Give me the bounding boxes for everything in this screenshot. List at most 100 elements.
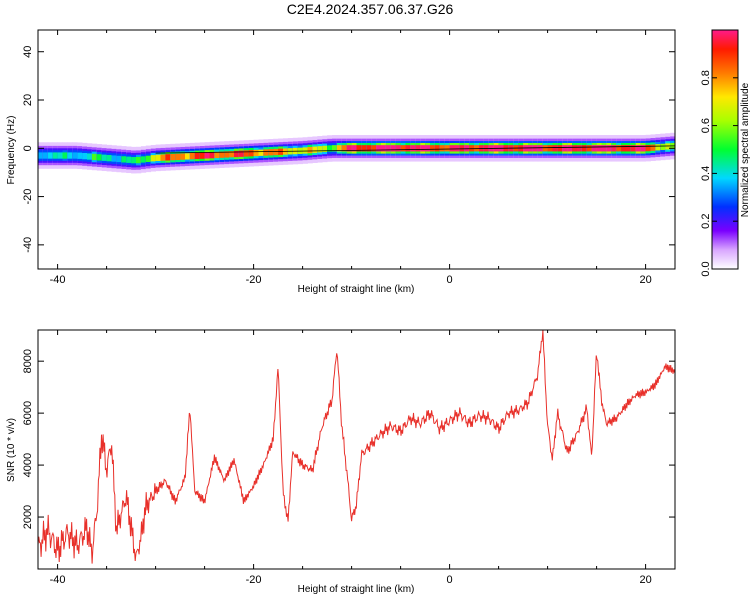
heatmap-cell [121, 156, 127, 163]
heatmap-cell [635, 145, 642, 152]
heatmap-cell [238, 150, 245, 157]
snr-x-axis-label: Height of straight line (km) [298, 584, 415, 595]
heatmap-cell [77, 152, 83, 159]
snr-y-tick-label: 2000 [22, 505, 34, 529]
heatmap-cell [449, 145, 455, 152]
heatmap-cell [591, 145, 597, 152]
heatmap-cell [307, 146, 313, 154]
heatmap-cell [630, 145, 637, 152]
heatmap-cell [72, 152, 78, 159]
heatmap-cell [376, 145, 382, 152]
heatmap-cell [469, 145, 475, 152]
heatmap-cell [312, 146, 318, 153]
snr-frame [37, 329, 676, 570]
heatmap-cell [91, 153, 98, 161]
heatmap-cell [562, 145, 568, 152]
snr-y-tick-label: 6000 [22, 401, 34, 425]
heatmap-cell [464, 145, 470, 152]
heatmap-cell [67, 152, 73, 159]
heatmap-cell [650, 144, 656, 151]
spectrogram-x-tick-label: 20 [639, 274, 651, 286]
heatmap-cell [410, 145, 416, 152]
spectrogram-x-tick-label: -40 [50, 274, 66, 286]
heatmap-cell [381, 145, 387, 152]
snr-panel: -40 -20 0 20 2000 4000 6000 8000 Height of stra… [6, 329, 676, 595]
heatmap-cell [155, 154, 161, 161]
heatmap-cell [405, 145, 411, 152]
heatmap-cell [96, 154, 103, 161]
heatmap-cell [199, 152, 205, 159]
heatmap-cell [596, 145, 602, 152]
heatmap-cell [341, 145, 348, 152]
heatmap-cell [606, 145, 612, 152]
spectrogram-x-tick-label: -20 [246, 274, 262, 286]
heatmap-cell [47, 152, 54, 159]
heatmap-cell [454, 145, 460, 152]
snr-y-axis-label: SNR (10 * v/v) [6, 418, 17, 482]
heatmap-cell [209, 152, 215, 159]
heatmap-cell [87, 153, 93, 160]
heatmap-cell [322, 145, 328, 153]
heatmap-cell [111, 155, 117, 162]
spectrogram-heatmap [38, 132, 676, 174]
spectrogram-panel: -40 -20 0 20 -40 -20 0 20 40 Height of straight … [6, 29, 676, 295]
heatmap-cell [420, 145, 426, 152]
colorbar-tick-label: 0.6 [700, 118, 712, 133]
heatmap-cell [302, 147, 308, 154]
heatmap-cell [170, 153, 176, 161]
heatmap-cell [434, 145, 441, 152]
heatmap-cell [547, 145, 553, 152]
heatmap-cell [567, 145, 573, 152]
snr-x-tick-label: 0 [447, 574, 453, 586]
snr-series-line [37, 329, 676, 564]
heatmap-cell [194, 152, 201, 160]
heatmap-cell [52, 152, 58, 159]
colorbar-ticks: 0.0 0.2 0.4 0.6 0.8 [700, 70, 738, 277]
snr-x-tick-label: -40 [50, 574, 66, 586]
heatmap-cell [317, 146, 323, 153]
heatmap-cell [185, 153, 191, 160]
heatmap-cell [145, 155, 152, 162]
spectrogram-y-tick-label: 0 [22, 145, 34, 151]
heatmap-cell [611, 145, 617, 152]
heatmap-cell [425, 145, 431, 152]
heatmap-cell [400, 145, 406, 152]
heatmap-cell [366, 145, 372, 152]
heatmap-cell [189, 153, 196, 160]
heatmap-cell [385, 145, 392, 152]
spectrogram-ridge-line [155, 145, 676, 154]
heatmap-cell [180, 153, 186, 160]
heatmap-cell [356, 145, 362, 152]
heatmap-cell [258, 149, 264, 156]
heatmap-cell [336, 145, 343, 152]
heatmap-cell [645, 144, 651, 152]
colorbar-label: Normalized spectral amplitude [740, 82, 750, 217]
heatmap-cell [655, 144, 661, 151]
snr-y-tick-label: 4000 [22, 453, 34, 477]
heatmap-cell [390, 145, 397, 152]
heatmap-cell [82, 153, 88, 160]
colorbar-scale [711, 29, 739, 270]
snr-x-tick-label: -20 [246, 574, 262, 586]
colorbar-tick-label: 0.4 [700, 166, 712, 181]
snr-y-tick-label: 8000 [22, 349, 34, 373]
heatmap-cell [57, 152, 63, 159]
snr-x-tick-label: 20 [639, 574, 651, 586]
heatmap-cell [101, 154, 107, 161]
spectrogram-y-tick-label: -40 [22, 237, 34, 253]
colorbar: 0.0 0.2 0.4 0.6 0.8 Normalized spectral ampl… [700, 29, 750, 277]
heatmap-cell [346, 145, 352, 152]
heatmap-cell [150, 155, 156, 162]
heatmap-cell [601, 145, 607, 152]
heatmap-cell [439, 145, 446, 152]
heatmap-cell [248, 150, 254, 157]
heatmap-cell [126, 156, 132, 163]
heatmap-cell [621, 145, 627, 152]
heatmap-cell [263, 149, 269, 156]
heatmap-cell [140, 156, 147, 163]
heatmap-cell [253, 149, 259, 157]
spectrogram-frame [37, 29, 676, 270]
heatmap-cell [38, 152, 44, 159]
spectrogram-x-tick-label: 0 [447, 274, 453, 286]
heatmap-cell [106, 155, 112, 162]
